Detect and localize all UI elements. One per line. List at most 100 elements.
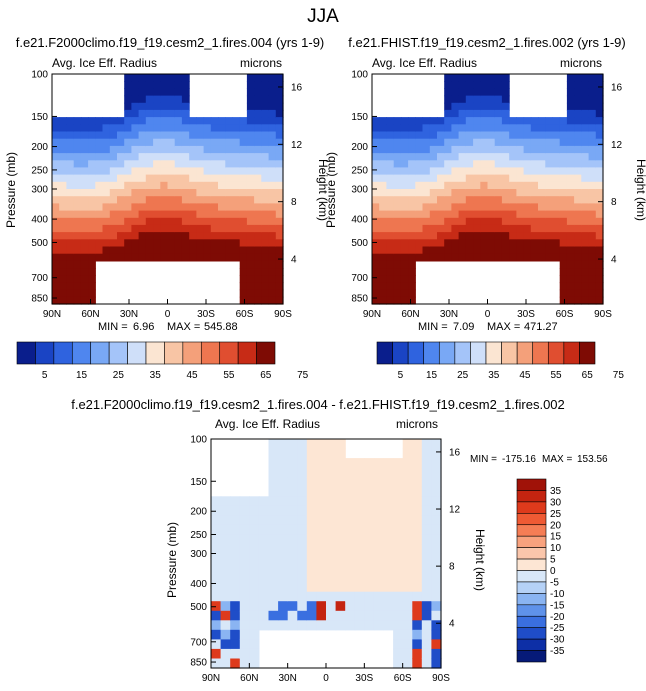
heat-cell: [174, 203, 183, 212]
heat-cell: [268, 289, 277, 298]
heat-cell: [480, 153, 489, 161]
x-tick-label: 60S: [556, 309, 574, 320]
heat-cell: [138, 74, 147, 82]
heat-cell: [581, 253, 590, 262]
heat-cell: [354, 572, 365, 583]
heat-cell: [268, 572, 279, 583]
heat-cell: [66, 167, 75, 176]
heat-cell: [88, 282, 96, 291]
heat-cell: [66, 210, 75, 219]
heat-cell: [160, 109, 169, 118]
heat-cell: [109, 189, 118, 197]
heat-cell: [574, 174, 582, 183]
heat-cell: [153, 124, 161, 133]
heat-cell: [530, 210, 539, 219]
heat-cell: [261, 217, 270, 226]
heat-cell: [408, 203, 416, 212]
heat-cell: [261, 282, 270, 291]
heat-cell: [275, 275, 284, 284]
heat-cell: [487, 160, 496, 169]
heat-cell: [588, 160, 597, 169]
heat-cell: [523, 189, 532, 197]
heat-cell: [458, 167, 467, 176]
heat-cell: [422, 145, 431, 154]
heat-cell: [422, 153, 431, 161]
heat-cell: [275, 145, 284, 154]
heat-cell: [131, 203, 140, 212]
heat-cell: [422, 174, 431, 183]
heat-cell: [408, 239, 416, 248]
heat-cell: [509, 224, 517, 233]
heat-cell: [230, 563, 241, 574]
heat-cell: [335, 477, 346, 488]
x-tick-label: 30S: [517, 309, 535, 320]
heat-cell: [566, 296, 575, 305]
heat-cell: [383, 458, 394, 469]
heat-cell: [220, 620, 231, 631]
heat-cell: [386, 117, 395, 125]
heat-cell: [261, 138, 270, 147]
heat-cell: [254, 81, 262, 89]
heat-cell: [138, 95, 147, 104]
heat-cell: [316, 610, 327, 621]
heat-cell: [487, 74, 496, 82]
heat-cell: [268, 486, 279, 497]
heat-cell: [258, 496, 270, 507]
heat-cell: [393, 601, 404, 612]
heat-cell: [153, 181, 161, 190]
heat-cell: [203, 138, 212, 147]
heat-cell: [225, 196, 234, 204]
heat-cell: [379, 124, 387, 133]
heat-cell: [246, 210, 255, 219]
heat-cell: [386, 224, 395, 233]
heat-cell: [109, 224, 118, 233]
heat-cell: [138, 153, 147, 161]
heat-cell: [412, 639, 423, 650]
heat-cell: [516, 160, 525, 169]
heat-cell: [189, 131, 197, 140]
heat-cell: [545, 210, 554, 219]
y-tick-label: 850: [31, 294, 48, 305]
heat-cell: [501, 131, 510, 140]
heat-cell: [345, 515, 356, 526]
heat-cell: [131, 217, 140, 226]
x-tick-label: 30N: [120, 309, 138, 320]
heat-cell: [52, 289, 60, 298]
heat-cell: [80, 124, 89, 133]
heat-cell: [59, 246, 67, 255]
heat-cell: [487, 210, 496, 219]
x-tick-label: 90N: [202, 673, 220, 684]
heat-cell: [316, 572, 327, 583]
heat-cell: [451, 210, 460, 219]
heat-cell: [80, 246, 89, 255]
heat-cell: [268, 174, 277, 183]
heat-cell: [415, 138, 424, 147]
heat-cell: [239, 246, 248, 255]
heat-cell: [59, 296, 67, 305]
heat-cell: [494, 145, 503, 154]
heat-cell: [465, 181, 474, 190]
heat-cell: [400, 224, 409, 233]
heat-cell: [254, 95, 262, 104]
heat-cell: [153, 253, 161, 262]
heat-cell: [131, 210, 140, 219]
heat-cell: [393, 658, 404, 669]
heat-cell: [316, 505, 327, 516]
heat-cell: [167, 210, 176, 219]
heat-cell: [73, 131, 82, 140]
heat-cell: [473, 174, 481, 183]
heat-cell: [278, 620, 289, 631]
colorbar-swatch: [532, 341, 549, 365]
heat-cell: [297, 572, 308, 583]
heat-cell: [386, 124, 395, 133]
heat-cell: [545, 217, 554, 226]
heat-cell: [523, 239, 532, 248]
heat-cell: [383, 486, 394, 497]
heat-cell: [167, 217, 176, 226]
colorbar-swatch: [237, 341, 257, 365]
heat-cell: [218, 138, 226, 147]
heat-cell: [373, 524, 385, 535]
heat-cell: [246, 160, 255, 169]
heat-cell: [581, 160, 590, 169]
heat-cell: [124, 174, 132, 183]
